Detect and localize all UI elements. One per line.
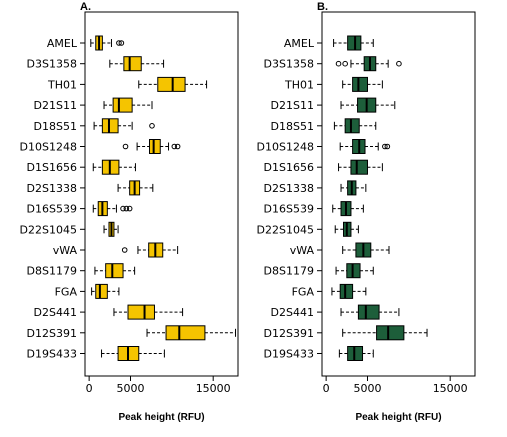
category-label: D18S51 — [271, 120, 314, 133]
panel-label: B. — [317, 1, 328, 13]
x-tick-label: 15000 — [433, 382, 468, 395]
category-label: TH01 — [47, 78, 77, 91]
outlier-point — [120, 205, 126, 212]
box-d18s51 — [344, 118, 360, 134]
x-axis-title: Peak height (RFU) — [118, 412, 204, 423]
x-tick-label: 0 — [86, 382, 93, 395]
plot-frame — [321, 11, 476, 377]
category-label: FGA — [55, 285, 78, 298]
outlier-point — [342, 60, 348, 67]
category-label: D1S1656 — [27, 161, 77, 174]
category-label: D16S539 — [27, 203, 77, 216]
plot-frame — [84, 11, 239, 377]
outlier-point — [121, 247, 128, 253]
box-th01 — [157, 76, 186, 92]
box-d21s11 — [112, 97, 133, 113]
category-label: D22S1045 — [20, 223, 77, 236]
outlier-point — [123, 205, 130, 212]
box-fga — [339, 283, 354, 299]
x-tick-label: 5000 — [353, 382, 381, 395]
category-label: D2S1338 — [264, 182, 314, 195]
box-d18s51 — [101, 118, 119, 134]
box-d10s1248 — [149, 139, 161, 154]
x-tick-label: 5000 — [116, 382, 144, 395]
category-label: FGA — [292, 285, 315, 298]
category-label: D8S1179 — [264, 265, 314, 278]
category-label: D1S1656 — [264, 161, 314, 174]
category-label: D2S441 — [271, 306, 314, 319]
box-d12s391 — [165, 325, 206, 341]
category-label: vWA — [290, 244, 315, 257]
category-label: D2S441 — [34, 306, 77, 319]
category-label: D10S1248 — [20, 141, 77, 154]
category-label: D21S11 — [271, 99, 314, 112]
category-label: vWA — [53, 244, 78, 257]
outlier-point — [126, 205, 133, 212]
category-label: TH01 — [284, 78, 314, 91]
outlier-point — [382, 143, 388, 150]
category-label: D2S1338 — [27, 182, 77, 195]
box-d12s391 — [376, 325, 405, 341]
category-label: AMEL — [284, 37, 315, 50]
category-label: D19S433 — [27, 348, 77, 361]
category-label: D3S1358 — [27, 58, 77, 71]
panel-label: A. — [80, 1, 91, 13]
category-label: D18S51 — [34, 120, 77, 133]
category-label: D22S1045 — [257, 223, 314, 236]
outlier-point — [174, 143, 181, 150]
outlier-point — [171, 143, 178, 150]
box-d1s1656 — [350, 159, 368, 175]
box-fga — [95, 283, 108, 299]
category-label: D10S1248 — [257, 141, 314, 154]
x-axis-title: Peak height (RFU) — [355, 412, 441, 423]
box-d2s441 — [127, 304, 155, 320]
box-d2s441 — [357, 304, 380, 320]
outlier-point — [116, 40, 122, 46]
outlier-point — [122, 143, 129, 150]
outlier-point — [118, 40, 125, 46]
outlier-point — [396, 60, 402, 67]
box-d3s1358 — [123, 56, 142, 72]
x-tick-label: 0 — [323, 382, 330, 395]
category-label: D12S391 — [264, 327, 314, 340]
category-label: D12S391 — [27, 327, 77, 340]
category-label: D16S539 — [264, 203, 314, 216]
outlier-point — [149, 123, 155, 129]
box-d8s1179 — [105, 263, 124, 279]
category-label: D19S433 — [264, 348, 314, 361]
box-th01 — [352, 76, 368, 92]
outlier-point — [335, 60, 342, 67]
x-tick-label: 15000 — [196, 382, 231, 395]
category-label: D21S11 — [34, 99, 77, 112]
outlier-point — [384, 143, 391, 150]
category-label: D8S1179 — [27, 265, 77, 278]
category-label: D3S1358 — [264, 58, 314, 71]
category-label: AMEL — [47, 37, 78, 50]
